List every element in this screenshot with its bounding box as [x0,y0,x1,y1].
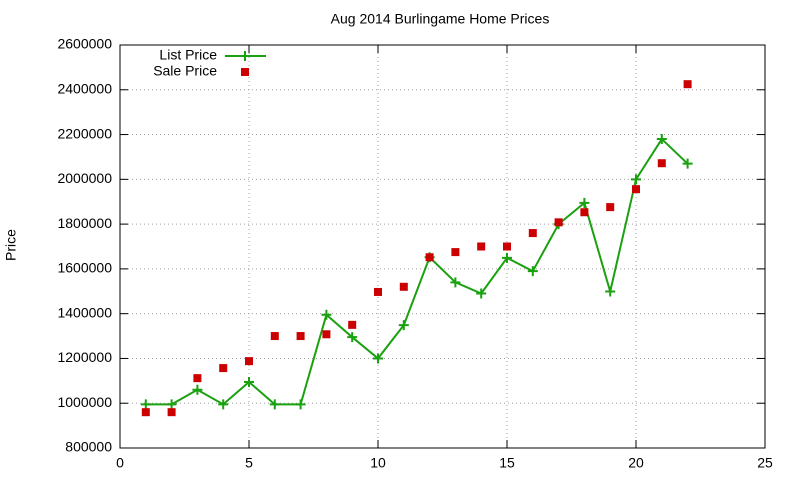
point [347,332,358,343]
point [192,384,203,395]
point [322,330,331,339]
point [502,252,512,263]
point [632,185,640,194]
y-tick-label: 2000000 [57,170,112,186]
point [606,203,615,212]
series-line [145,137,689,406]
point [167,408,176,417]
point [374,287,382,296]
chart-title: Aug 2014 Burlingame Home Prices [331,11,550,27]
legend-label: Sale Price [153,63,217,79]
x-tick-label: 20 [628,455,644,471]
y-tick-label: 2600000 [57,36,112,52]
legend-marker [240,51,250,61]
legend-label: List Price [159,47,217,63]
point [269,399,280,410]
y-tick-label: 2200000 [57,125,112,141]
point [218,399,229,410]
point [296,332,305,341]
point [580,208,589,217]
point [527,266,538,277]
point [554,218,563,227]
point [657,159,666,168]
y-tick-label: 1600000 [57,260,112,276]
point [682,158,693,169]
point [245,357,253,366]
point [451,248,460,257]
y-axis-label: Price [3,229,19,261]
point [683,80,692,89]
x-tick-label: 15 [499,455,515,471]
point [193,374,202,383]
y-tick-label: 800000 [65,439,112,455]
point [399,282,408,291]
point [656,134,667,145]
point [476,288,487,299]
point [244,376,254,387]
point [373,353,383,364]
x-tick-label: 10 [370,455,386,471]
y-tick-label: 1000000 [57,394,112,410]
point [141,408,150,417]
x-tick-label: 0 [116,455,124,471]
point [348,320,357,329]
y-tick-label: 1800000 [57,215,112,231]
point [450,277,461,288]
point [140,399,151,410]
point [295,399,306,410]
point [503,242,511,251]
point [321,309,332,320]
legend-marker [241,68,249,76]
y-tick-label: 1200000 [57,349,112,365]
point [270,332,279,341]
point [579,197,590,208]
point [605,286,616,297]
point [166,399,177,410]
point [528,229,537,238]
point [631,174,641,185]
plot-border [119,44,766,449]
y-tick-label: 1400000 [57,304,112,320]
x-tick-label: 25 [757,455,773,471]
x-tick-label: 5 [245,455,253,471]
point [425,253,434,262]
point [477,242,486,251]
y-tick-label: 2400000 [57,80,112,96]
point [398,320,409,331]
point [219,364,228,373]
